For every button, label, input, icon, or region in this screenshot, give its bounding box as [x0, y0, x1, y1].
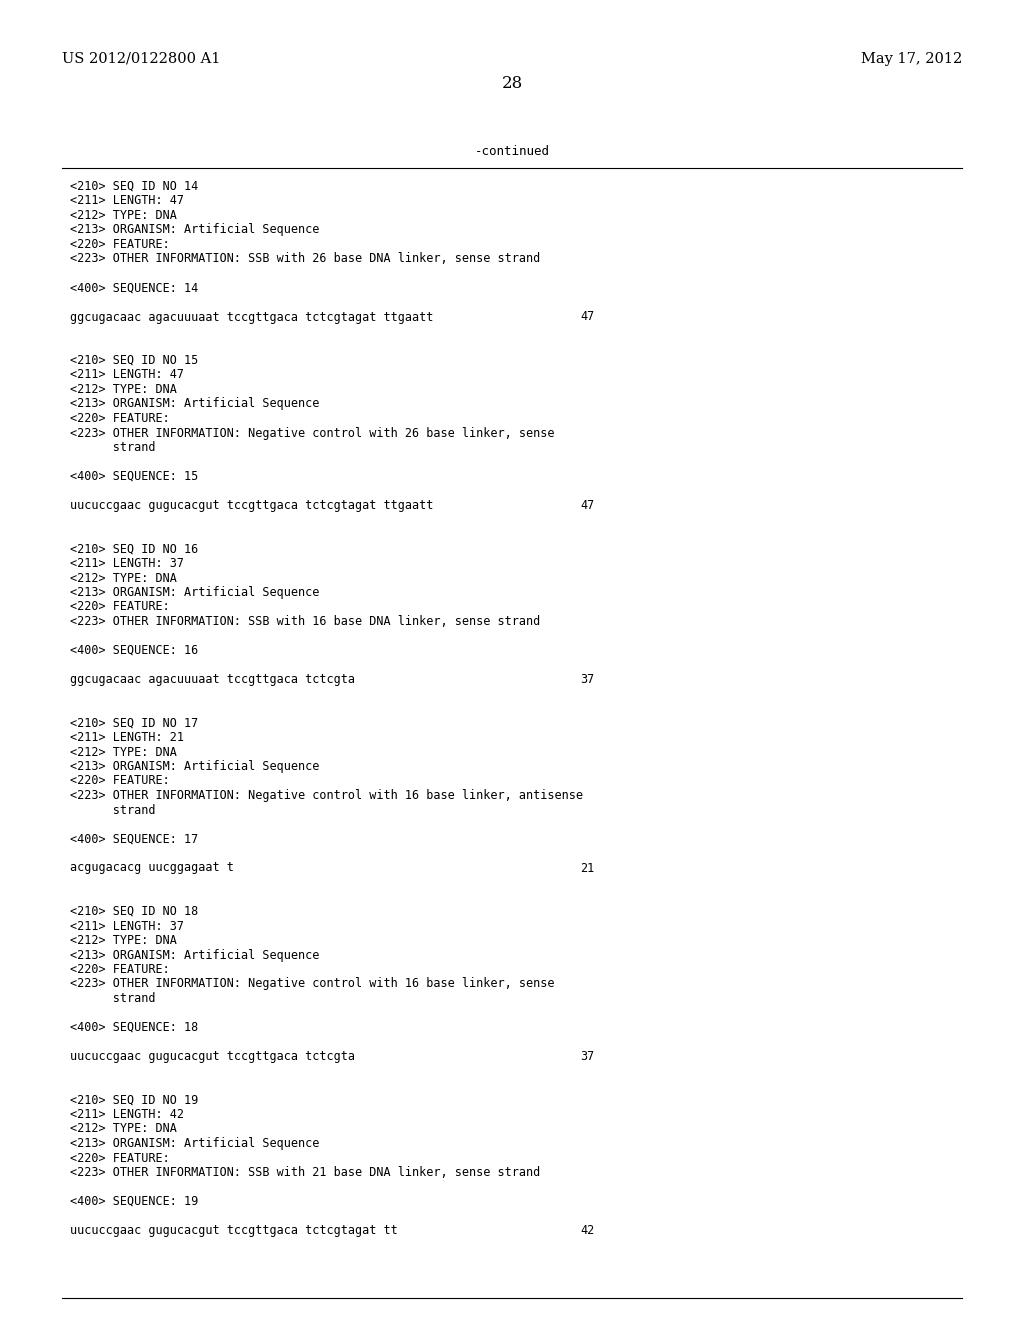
Text: strand: strand	[70, 993, 156, 1005]
Text: <211> LENGTH: 37: <211> LENGTH: 37	[70, 557, 184, 570]
Text: <211> LENGTH: 47: <211> LENGTH: 47	[70, 194, 184, 207]
Text: <210> SEQ ID NO 17: <210> SEQ ID NO 17	[70, 717, 199, 730]
Text: 37: 37	[580, 673, 594, 686]
Text: <400> SEQUENCE: 16: <400> SEQUENCE: 16	[70, 644, 199, 657]
Text: 47: 47	[580, 499, 594, 512]
Text: <213> ORGANISM: Artificial Sequence: <213> ORGANISM: Artificial Sequence	[70, 949, 319, 961]
Text: <212> TYPE: DNA: <212> TYPE: DNA	[70, 935, 177, 946]
Text: strand: strand	[70, 804, 156, 817]
Text: 42: 42	[580, 1224, 594, 1237]
Text: <220> FEATURE:: <220> FEATURE:	[70, 412, 170, 425]
Text: uucuccgaac gugucacgut tccgttgaca tctcgtagat tt: uucuccgaac gugucacgut tccgttgaca tctcgta…	[70, 1224, 397, 1237]
Text: <210> SEQ ID NO 14: <210> SEQ ID NO 14	[70, 180, 199, 193]
Text: <212> TYPE: DNA: <212> TYPE: DNA	[70, 383, 177, 396]
Text: ggcugacaac agacuuuaat tccgttgaca tctcgta: ggcugacaac agacuuuaat tccgttgaca tctcgta	[70, 673, 355, 686]
Text: <212> TYPE: DNA: <212> TYPE: DNA	[70, 1122, 177, 1135]
Text: May 17, 2012: May 17, 2012	[861, 51, 962, 66]
Text: <220> FEATURE:: <220> FEATURE:	[70, 775, 170, 788]
Text: <223> OTHER INFORMATION: SSB with 26 base DNA linker, sense strand: <223> OTHER INFORMATION: SSB with 26 bas…	[70, 252, 541, 265]
Text: <400> SEQUENCE: 17: <400> SEQUENCE: 17	[70, 833, 199, 846]
Text: <400> SEQUENCE: 14: <400> SEQUENCE: 14	[70, 281, 199, 294]
Text: <212> TYPE: DNA: <212> TYPE: DNA	[70, 209, 177, 222]
Text: <220> FEATURE:: <220> FEATURE:	[70, 238, 170, 251]
Text: <220> FEATURE:: <220> FEATURE:	[70, 601, 170, 614]
Text: <400> SEQUENCE: 15: <400> SEQUENCE: 15	[70, 470, 199, 483]
Text: <223> OTHER INFORMATION: SSB with 16 base DNA linker, sense strand: <223> OTHER INFORMATION: SSB with 16 bas…	[70, 615, 541, 628]
Text: <223> OTHER INFORMATION: SSB with 21 base DNA linker, sense strand: <223> OTHER INFORMATION: SSB with 21 bas…	[70, 1166, 541, 1179]
Text: <220> FEATURE:: <220> FEATURE:	[70, 964, 170, 975]
Text: <223> OTHER INFORMATION: Negative control with 16 base linker, sense: <223> OTHER INFORMATION: Negative contro…	[70, 978, 555, 990]
Text: <213> ORGANISM: Artificial Sequence: <213> ORGANISM: Artificial Sequence	[70, 397, 319, 411]
Text: strand: strand	[70, 441, 156, 454]
Text: 28: 28	[502, 75, 522, 92]
Text: uucuccgaac gugucacgut tccgttgaca tctcgtagat ttgaatt: uucuccgaac gugucacgut tccgttgaca tctcgta…	[70, 499, 433, 512]
Text: <213> ORGANISM: Artificial Sequence: <213> ORGANISM: Artificial Sequence	[70, 586, 319, 599]
Text: <213> ORGANISM: Artificial Sequence: <213> ORGANISM: Artificial Sequence	[70, 223, 319, 236]
Text: <220> FEATURE:: <220> FEATURE:	[70, 1151, 170, 1164]
Text: <400> SEQUENCE: 19: <400> SEQUENCE: 19	[70, 1195, 199, 1208]
Text: <211> LENGTH: 37: <211> LENGTH: 37	[70, 920, 184, 932]
Text: <212> TYPE: DNA: <212> TYPE: DNA	[70, 572, 177, 585]
Text: <213> ORGANISM: Artificial Sequence: <213> ORGANISM: Artificial Sequence	[70, 1137, 319, 1150]
Text: <212> TYPE: DNA: <212> TYPE: DNA	[70, 746, 177, 759]
Text: <400> SEQUENCE: 18: <400> SEQUENCE: 18	[70, 1020, 199, 1034]
Text: <210> SEQ ID NO 18: <210> SEQ ID NO 18	[70, 906, 199, 917]
Text: <211> LENGTH: 21: <211> LENGTH: 21	[70, 731, 184, 744]
Text: <210> SEQ ID NO 19: <210> SEQ ID NO 19	[70, 1093, 199, 1106]
Text: <223> OTHER INFORMATION: Negative control with 16 base linker, antisense: <223> OTHER INFORMATION: Negative contro…	[70, 789, 583, 803]
Text: <211> LENGTH: 47: <211> LENGTH: 47	[70, 368, 184, 381]
Text: US 2012/0122800 A1: US 2012/0122800 A1	[62, 51, 220, 66]
Text: <211> LENGTH: 42: <211> LENGTH: 42	[70, 1107, 184, 1121]
Text: uucuccgaac gugucacgut tccgttgaca tctcgta: uucuccgaac gugucacgut tccgttgaca tctcgta	[70, 1049, 355, 1063]
Text: 37: 37	[580, 1049, 594, 1063]
Text: ggcugacaac agacuuuaat tccgttgaca tctcgtagat ttgaatt: ggcugacaac agacuuuaat tccgttgaca tctcgta…	[70, 310, 433, 323]
Text: <210> SEQ ID NO 15: <210> SEQ ID NO 15	[70, 354, 199, 367]
Text: 47: 47	[580, 310, 594, 323]
Text: 21: 21	[580, 862, 594, 874]
Text: acgugacacg uucggagaat t: acgugacacg uucggagaat t	[70, 862, 233, 874]
Text: <213> ORGANISM: Artificial Sequence: <213> ORGANISM: Artificial Sequence	[70, 760, 319, 774]
Text: <223> OTHER INFORMATION: Negative control with 26 base linker, sense: <223> OTHER INFORMATION: Negative contro…	[70, 426, 555, 440]
Text: <210> SEQ ID NO 16: <210> SEQ ID NO 16	[70, 543, 199, 556]
Text: -continued: -continued	[474, 145, 550, 158]
